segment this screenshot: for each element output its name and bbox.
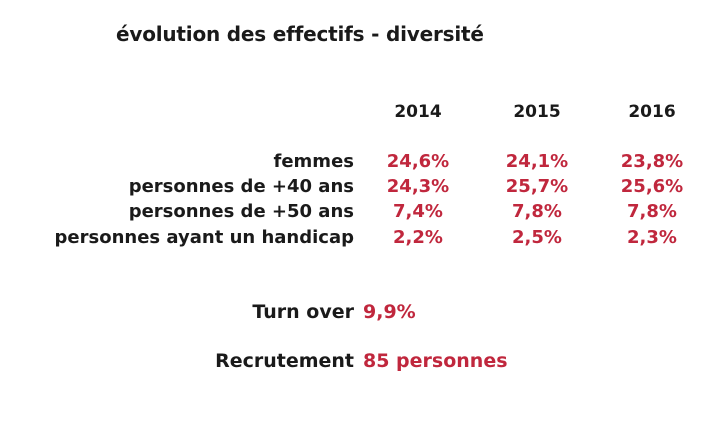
value-cell: 23,8% bbox=[620, 151, 684, 172]
turnover-value: 9,9% bbox=[363, 301, 416, 323]
table-row: personnes de +40 ans 24,3% 25,7% 25,6% bbox=[0, 176, 702, 202]
value-cell: 24,6% bbox=[386, 151, 450, 172]
table-row: personnes ayant un handicap 2,2% 2,5% 2,… bbox=[0, 227, 702, 253]
year-header-2016: 2016 bbox=[628, 102, 676, 122]
row-label-femmes: femmes bbox=[273, 151, 354, 172]
value-cell: 7,4% bbox=[393, 201, 443, 222]
year-header-2015: 2015 bbox=[513, 102, 561, 122]
row-label-40-ans: personnes de +40 ans bbox=[128, 176, 354, 197]
value-cell: 2,2% bbox=[393, 227, 443, 248]
turnover-row: Turn over 9,9% bbox=[0, 301, 702, 329]
value-cell: 7,8% bbox=[627, 201, 677, 222]
table-row: personnes de +50 ans 7,4% 7,8% 7,8% bbox=[0, 201, 702, 227]
recrutement-label: Recrutement bbox=[215, 350, 354, 372]
value-cell: 24,3% bbox=[386, 176, 450, 197]
value-cell: 25,7% bbox=[505, 176, 569, 197]
recrutement-row: Recrutement 85 personnes bbox=[0, 350, 702, 378]
turnover-label: Turn over bbox=[252, 301, 354, 323]
value-cell: 24,1% bbox=[505, 151, 569, 172]
row-label-50-ans: personnes de +50 ans bbox=[128, 201, 354, 222]
value-cell: 25,6% bbox=[620, 176, 684, 197]
value-cell: 2,3% bbox=[627, 227, 677, 248]
year-header-2014: 2014 bbox=[394, 102, 442, 122]
table-row: femmes 24,6% 24,1% 23,8% bbox=[0, 151, 702, 177]
row-label-handicap: personnes ayant un handicap bbox=[54, 227, 354, 248]
value-cell: 2,5% bbox=[512, 227, 562, 248]
recrutement-value: 85 personnes bbox=[363, 350, 508, 372]
value-cell: 7,8% bbox=[512, 201, 562, 222]
page-title: évolution des effectifs - diversité bbox=[116, 22, 484, 46]
